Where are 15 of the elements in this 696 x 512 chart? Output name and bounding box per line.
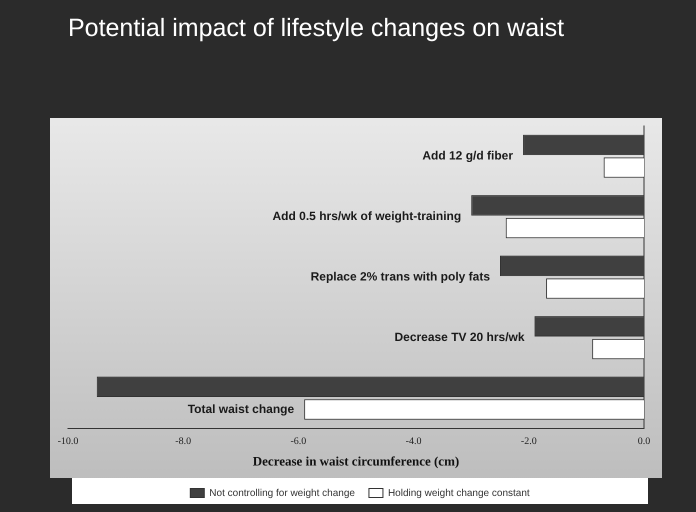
- y-tick-label: Replace 2% trans with poly fats: [310, 270, 490, 284]
- legend-label: Not controlling for weight change: [209, 488, 356, 499]
- y-tick-label: Add 12 g/d fiber: [422, 148, 514, 163]
- x-tick-label: -10.0: [58, 436, 78, 448]
- y-tick-label: Total waist change: [188, 402, 294, 416]
- x-axis-title: Decrease in waist circumference (cm): [252, 454, 460, 469]
- x-tick-label: -6.0: [290, 436, 306, 448]
- x-tick-label: -8.0: [175, 436, 192, 448]
- x-tick-label: -2.0: [520, 436, 537, 448]
- x-tick-label: -4.0: [406, 436, 422, 448]
- y-tick-label: Add 0.5 hrs/wk of weight-training: [272, 209, 462, 224]
- chart-title: Potential impact of lifestyle changes on waist: [68, 14, 564, 42]
- x-tick-label: 0.0: [638, 436, 650, 448]
- y-tick-label: Decrease TV 20 hrs/wk: [394, 330, 525, 344]
- legend-label: Holding weight change constant: [388, 488, 530, 499]
